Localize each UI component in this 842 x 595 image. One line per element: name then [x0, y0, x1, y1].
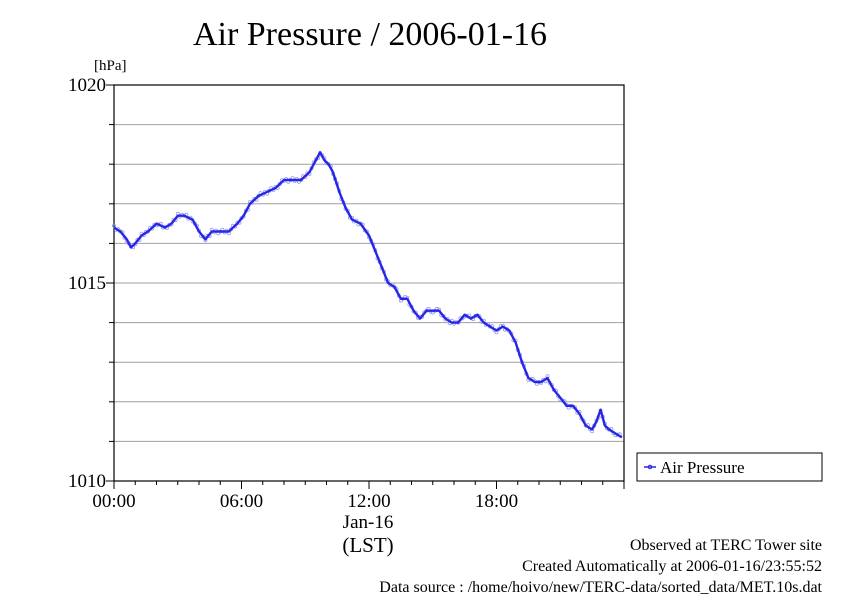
- series-air-pressure: [112, 151, 623, 439]
- footer-observed-site: Observed at TERC Tower site: [630, 537, 822, 554]
- x-axis: 00:00 06:00 12:00 18:00: [92, 481, 625, 512]
- footer-created-timestamp: Created Automatically at 2006-01-16/23:5…: [522, 558, 822, 575]
- legend-marker: [647, 464, 653, 470]
- chart-title: Air Pressure / 2006-01-16: [193, 16, 547, 53]
- y-axis-unit-label: [hPa]: [94, 58, 127, 74]
- x-tick-label: 18:00: [475, 491, 518, 512]
- series-line-air-pressure: [113, 151, 623, 439]
- y-tick-label: 1020: [68, 75, 106, 96]
- x-axis-date-label: Jan-16: [343, 512, 394, 533]
- y-tick-label: 1015: [68, 273, 106, 294]
- x-tick-label: 00:00: [92, 491, 135, 512]
- legend: Air Pressure: [636, 452, 823, 482]
- legend-label-air-pressure: Air Pressure: [660, 458, 745, 477]
- footer-data-source: Data source : /home/hoivo/new/TERC-data/…: [379, 579, 822, 595]
- y-axis: 1010 1015 1020: [68, 75, 114, 492]
- legend-box: [636, 452, 823, 482]
- x-tick-label: 12:00: [347, 491, 390, 512]
- x-axis-title: (LST): [342, 533, 393, 557]
- data-marker: [112, 223, 117, 228]
- x-tick-label: 06:00: [220, 491, 263, 512]
- grid-lines: [114, 124, 624, 442]
- y-tick-label: 1010: [68, 471, 106, 492]
